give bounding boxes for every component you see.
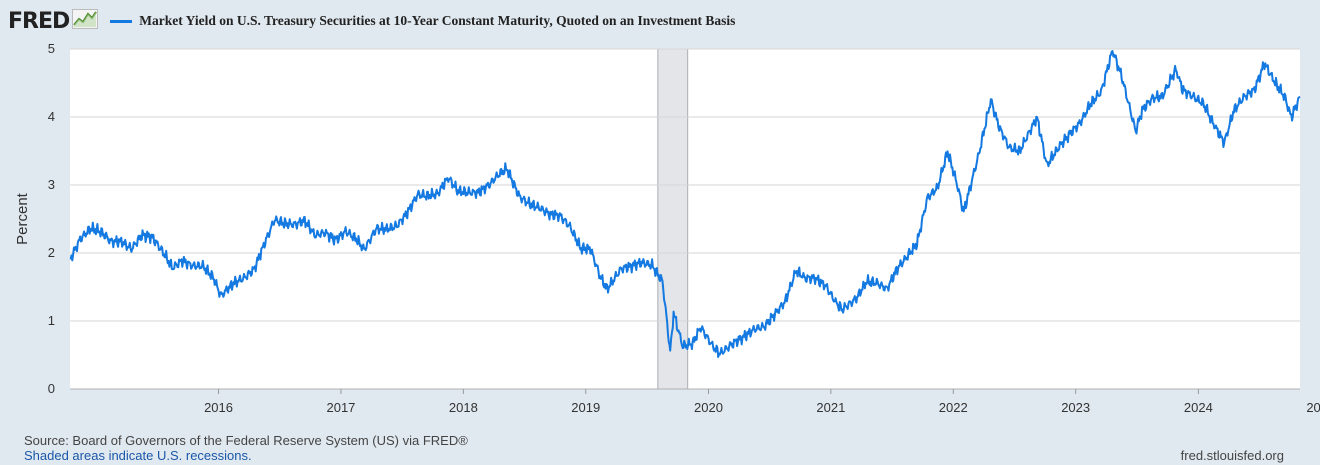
x-tick-label: 2016 [204, 400, 233, 415]
legend-swatch [110, 19, 133, 23]
fred-logo[interactable]: FRED [8, 8, 99, 34]
y-axis-label: Percent [14, 192, 31, 245]
chart-footer: Source: Board of Governors of the Federa… [24, 433, 468, 463]
site-url[interactable]: fred.stlouisfed.org [1180, 448, 1284, 463]
y-tick-label: 1 [48, 313, 55, 328]
x-tick-label: 2017 [326, 400, 355, 415]
y-tick-label: 4 [48, 109, 55, 124]
chart-legend: Market Yield on U.S. Treasury Securities… [110, 13, 735, 29]
x-tick-label: 2025 [1306, 400, 1320, 415]
x-tick-label: 2023 [1061, 400, 1090, 415]
legend-series-label: Market Yield on U.S. Treasury Securities… [139, 13, 736, 28]
x-tick-label: 2018 [449, 400, 478, 415]
x-tick-label: 2019 [571, 400, 600, 415]
y-tick-label: 2 [48, 245, 55, 260]
x-tick-label: 2022 [939, 400, 968, 415]
x-tick-label: 2024 [1184, 400, 1213, 415]
fred-logo-text: FRED [8, 8, 70, 34]
source-note: Source: Board of Governors of the Federa… [24, 433, 468, 448]
y-tick-label: 0 [48, 381, 55, 396]
chart-header: FRED Market Yield on U.S. Treasury Secur… [8, 8, 735, 34]
y-tick-label: 3 [48, 177, 55, 192]
x-tick-label: 2020 [694, 400, 723, 415]
y-tick-label: 5 [48, 41, 55, 56]
line-graph-icon [72, 8, 99, 34]
x-tick-label: 2021 [816, 400, 845, 415]
recession-shade [657, 48, 689, 390]
series-line [69, 50, 1301, 358]
line-chart: 0 1 2 3 4 5 2016 2017 2018 2019 2020 2021 2022 2023 20… [14, 41, 1320, 415]
recession-note[interactable]: Shaded areas indicate U.S. recessions. [24, 448, 252, 463]
